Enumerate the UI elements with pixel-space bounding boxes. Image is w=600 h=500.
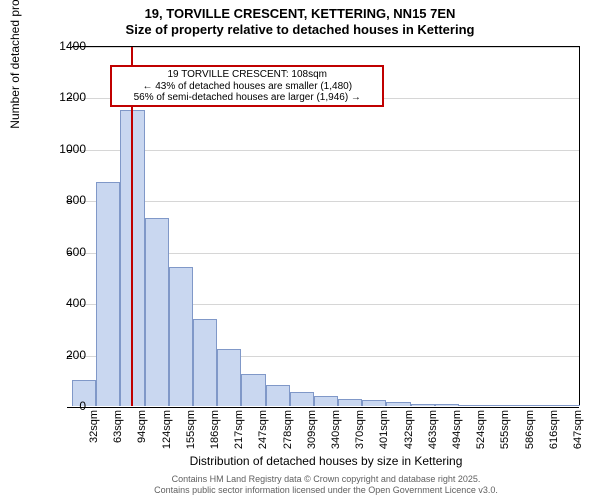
xtick-label: 586sqm bbox=[524, 410, 536, 460]
y-axis-title: Number of detached properties bbox=[8, 0, 22, 226]
xtick-label: 432sqm bbox=[403, 410, 415, 460]
histogram-bar bbox=[411, 404, 435, 406]
ytick-label: 600 bbox=[36, 245, 86, 259]
xtick-label: 340sqm bbox=[330, 410, 342, 460]
gridline bbox=[72, 201, 579, 202]
xtick-label: 186sqm bbox=[209, 410, 221, 460]
histogram-bar bbox=[362, 400, 386, 406]
histogram-bar bbox=[193, 319, 217, 406]
histogram-bar bbox=[459, 405, 483, 406]
xtick-label: 278sqm bbox=[282, 410, 294, 460]
histogram-bar bbox=[169, 267, 193, 406]
xtick-label: 494sqm bbox=[451, 410, 463, 460]
histogram-bar bbox=[507, 405, 531, 406]
footer-line-1: Contains HM Land Registry data © Crown c… bbox=[72, 474, 580, 485]
footer: Contains HM Land Registry data © Crown c… bbox=[72, 474, 580, 496]
xtick-label: 370sqm bbox=[354, 410, 366, 460]
histogram-bar bbox=[96, 182, 120, 406]
ytick-label: 800 bbox=[36, 193, 86, 207]
ytick-label: 0 bbox=[36, 399, 86, 413]
page-subtitle: Size of property relative to detached ho… bbox=[0, 22, 600, 37]
plot-area: 19 TORVILLE CRESCENT: 108sqm← 43% of det… bbox=[72, 46, 580, 406]
xtick-label: 124sqm bbox=[161, 410, 173, 460]
annotation-line: ← 43% of detached houses are smaller (1,… bbox=[116, 81, 378, 93]
xtick-label: 463sqm bbox=[427, 410, 439, 460]
ytick-label: 1400 bbox=[36, 39, 86, 53]
annotation-line: 56% of semi-detached houses are larger (… bbox=[116, 92, 378, 104]
xtick-label: 217sqm bbox=[233, 410, 245, 460]
ytick-label: 400 bbox=[36, 296, 86, 310]
xtick-label: 32sqm bbox=[88, 410, 100, 460]
ytick-label: 1000 bbox=[36, 142, 86, 156]
histogram-bar bbox=[532, 405, 556, 406]
xtick-label: 155sqm bbox=[185, 410, 197, 460]
gridline bbox=[72, 150, 579, 151]
xtick-label: 94sqm bbox=[136, 410, 148, 460]
histogram-bar bbox=[483, 405, 507, 406]
xtick-label: 401sqm bbox=[378, 410, 390, 460]
gridline bbox=[72, 47, 579, 48]
histogram-bar bbox=[266, 385, 290, 406]
xtick-label: 309sqm bbox=[306, 410, 318, 460]
footer-line-2: Contains public sector information licen… bbox=[72, 485, 580, 496]
histogram-bar bbox=[386, 402, 410, 406]
histogram-bar bbox=[556, 405, 580, 406]
histogram-bar bbox=[241, 374, 265, 406]
histogram-bar bbox=[338, 399, 362, 406]
histogram-bar bbox=[217, 349, 241, 406]
xtick-label: 524sqm bbox=[475, 410, 487, 460]
annotation-box: 19 TORVILLE CRESCENT: 108sqm← 43% of det… bbox=[110, 65, 384, 107]
xtick-label: 247sqm bbox=[257, 410, 269, 460]
histogram-bar bbox=[290, 392, 314, 406]
xtick-label: 555sqm bbox=[499, 410, 511, 460]
xtick-label: 616sqm bbox=[548, 410, 560, 460]
page-title: 19, TORVILLE CRESCENT, KETTERING, NN15 7… bbox=[0, 6, 600, 21]
xtick-label: 63sqm bbox=[112, 410, 124, 460]
annotation-line: 19 TORVILLE CRESCENT: 108sqm bbox=[116, 69, 378, 81]
histogram-bar bbox=[314, 396, 338, 406]
ytick-label: 1200 bbox=[36, 90, 86, 104]
histogram-bar bbox=[145, 218, 169, 406]
ytick-label: 200 bbox=[36, 348, 86, 362]
histogram-bar bbox=[435, 404, 459, 406]
xtick-label: 647sqm bbox=[572, 410, 584, 460]
baseline bbox=[72, 407, 579, 408]
